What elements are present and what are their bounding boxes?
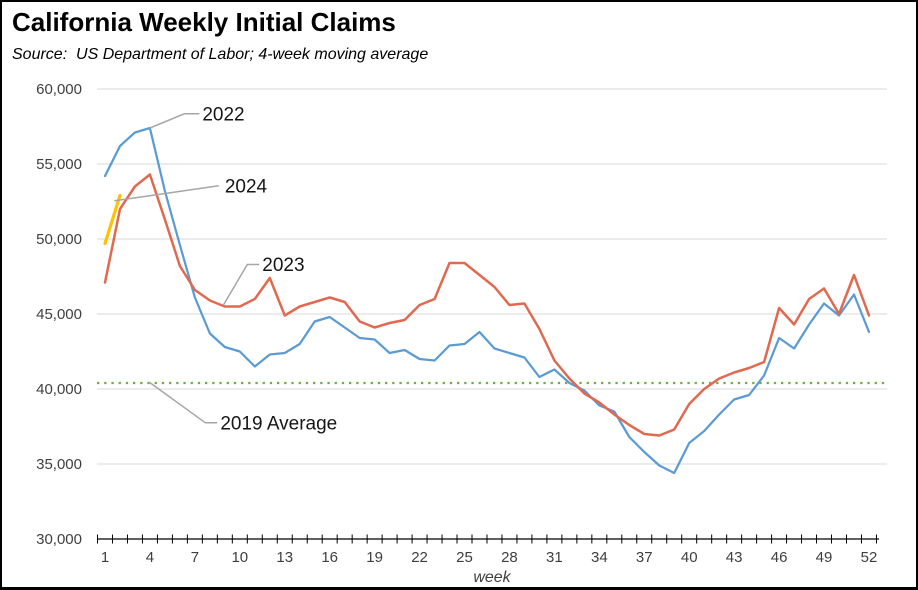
x-tick-label: 37	[636, 549, 653, 566]
annotation-label-2023: 2023	[262, 255, 304, 276]
x-tick-label: 16	[321, 549, 338, 566]
x-tick-label: 52	[861, 549, 878, 566]
x-tick-label: 4	[146, 549, 154, 566]
x-tick-label: 46	[771, 549, 788, 566]
x-tick-label: 43	[726, 549, 743, 566]
y-tick-label: 50,000	[36, 231, 82, 248]
annotation-leader-2022	[149, 113, 200, 129]
annotation-label-2024: 2024	[225, 176, 268, 197]
x-tick-label: 7	[191, 549, 199, 566]
x-tick-label: 49	[816, 549, 833, 566]
x-tick-label: 10	[231, 549, 248, 566]
x-tick-label: 19	[366, 549, 383, 566]
series-line-2022	[103, 126, 871, 475]
y-tick-label: 55,000	[36, 156, 82, 173]
x-tick-label: 25	[456, 549, 473, 566]
y-tick-label: 45,000	[36, 306, 82, 323]
annotation-leader-2023	[222, 263, 260, 306]
x-tick-label: 34	[591, 549, 608, 566]
x-tick-label: 28	[501, 549, 518, 566]
x-axis-title: week	[473, 569, 511, 586]
x-tick-label: 13	[276, 549, 293, 566]
annotation-label-2019-average: 2019 Average	[220, 413, 337, 434]
chart-title: California Weekly Initial Claims	[12, 7, 396, 37]
x-tick-label: 40	[681, 549, 698, 566]
y-tick-label: 35,000	[36, 456, 82, 473]
annotation-leader-2024	[114, 185, 219, 202]
annotation-label-2022: 2022	[202, 104, 244, 125]
series-line-2024	[103, 193, 122, 246]
x-tick-label: 31	[546, 549, 563, 566]
chart-source-subtitle: Source: US Department of Labor; 4-week m…	[12, 46, 429, 63]
y-tick-label: 40,000	[36, 381, 82, 398]
x-tick-label: 22	[411, 549, 428, 566]
annotation-leader-2019-average	[149, 381, 218, 424]
y-tick-label: 60,000	[36, 81, 82, 98]
series-line-2023	[103, 173, 871, 437]
y-tick-label: 30,000	[36, 531, 82, 548]
x-tick-label: 1	[101, 549, 109, 566]
